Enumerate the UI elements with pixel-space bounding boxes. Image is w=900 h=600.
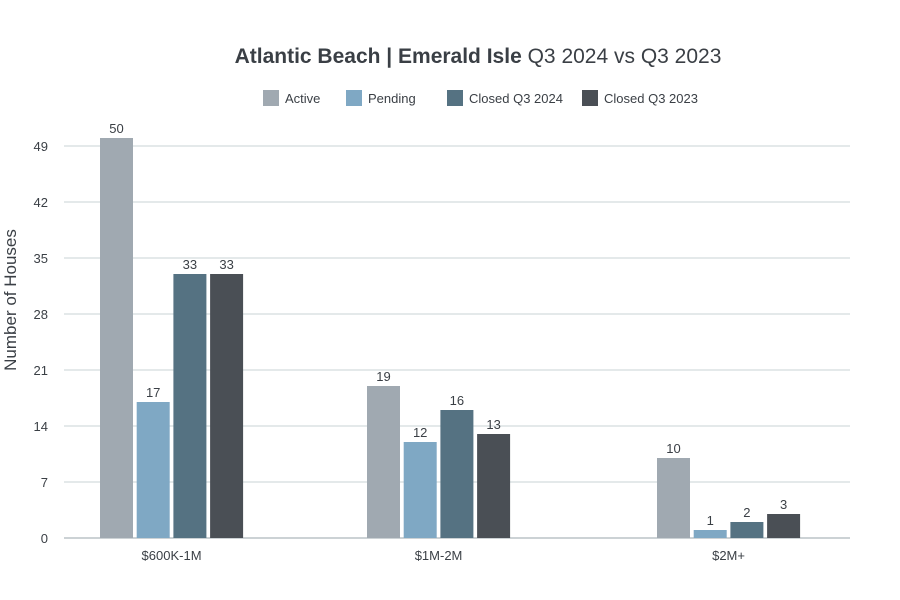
bar-value-label: 17 — [146, 385, 160, 400]
legend-label: Active — [285, 91, 320, 106]
legend-item: Pending — [346, 90, 416, 106]
bar-active — [100, 138, 133, 538]
y-tick-label: 14 — [34, 419, 48, 434]
bars — [100, 138, 801, 538]
bar-value-label: 3 — [780, 497, 787, 512]
y-tick-label: 42 — [34, 195, 48, 210]
legend-swatch — [447, 90, 463, 106]
chart-title-bold: Atlantic Beach | Emerald Isle — [235, 45, 522, 68]
bar-active — [367, 386, 400, 538]
bar-value-label: 16 — [450, 393, 464, 408]
y-tick-label: 35 — [34, 251, 48, 266]
legend-item: Active — [263, 90, 320, 106]
category-label: $600K-1M — [142, 548, 202, 563]
legend-swatch — [582, 90, 598, 106]
legend-swatch — [346, 90, 362, 106]
legend-item: Closed Q3 2024 — [447, 90, 563, 106]
bar-closed-q3-2024 — [440, 410, 474, 538]
bar-value-label: 2 — [743, 505, 750, 520]
bar-closed-q3-2023 — [477, 434, 511, 538]
bar-value-label: 12 — [413, 425, 427, 440]
bar-value-label: 50 — [109, 121, 123, 136]
y-tick-label: 28 — [34, 307, 48, 322]
chart-title-regular: Q3 2024 vs Q3 2023 — [528, 45, 722, 68]
bar-pending — [136, 402, 170, 538]
bar-value-label: 33 — [219, 257, 233, 272]
legend-label: Pending — [368, 91, 416, 106]
bar-closed-q3-2024 — [730, 522, 764, 538]
y-axis-ticks: 0 7 14 21 28 35 42 49 — [34, 139, 48, 546]
bar-closed-q3-2024 — [173, 274, 207, 538]
bar-pending — [693, 530, 727, 538]
bar-closed-q3-2023 — [767, 514, 801, 538]
bar-pending — [403, 442, 437, 538]
legend-item: Closed Q3 2023 — [582, 90, 698, 106]
y-tick-label: 0 — [41, 531, 48, 546]
y-axis-label: Number of Houses — [1, 229, 20, 371]
bar-value-label: 1 — [707, 513, 714, 528]
y-tick-label: 49 — [34, 139, 48, 154]
legend-label: Closed Q3 2024 — [469, 91, 563, 106]
category-label: $1M-2M — [415, 548, 463, 563]
bar-active — [657, 458, 690, 538]
y-tick-label: 7 — [41, 475, 48, 490]
bar-value-label: 10 — [666, 441, 680, 456]
bar-value-label: 19 — [376, 369, 390, 384]
category-label: $2M+ — [712, 548, 745, 563]
bar-value-label: 13 — [486, 417, 500, 432]
chart-title: Atlantic Beach | Emerald Isle Q3 2024 vs… — [235, 45, 722, 68]
category-labels: $600K-1M $1M-2M $2M+ — [142, 548, 745, 563]
legend: Active Pending Closed Q3 2024 Closed Q3 202… — [263, 90, 698, 106]
legend-label: Closed Q3 2023 — [604, 91, 698, 106]
bar-value-label: 33 — [183, 257, 197, 272]
legend-swatch — [263, 90, 279, 106]
y-tick-label: 21 — [34, 363, 48, 378]
bar-closed-q3-2023 — [210, 274, 244, 538]
